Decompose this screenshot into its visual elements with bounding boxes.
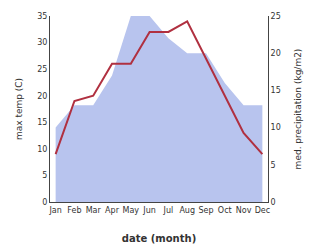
svg-text:Sep: Sep bbox=[198, 206, 213, 215]
svg-text:Feb: Feb bbox=[67, 206, 81, 215]
svg-text:May: May bbox=[123, 206, 140, 215]
svg-text:Dec: Dec bbox=[255, 206, 270, 215]
svg-text:20: 20 bbox=[271, 49, 281, 58]
svg-text:10: 10 bbox=[271, 123, 281, 132]
svg-text:Jul: Jul bbox=[163, 206, 174, 215]
svg-text:25: 25 bbox=[271, 12, 281, 21]
svg-text:med. precipitation (kg/m2): med. precipitation (kg/m2) bbox=[293, 49, 303, 170]
svg-text:0: 0 bbox=[271, 198, 276, 207]
svg-text:25: 25 bbox=[37, 65, 47, 74]
svg-text:max temp (C): max temp (C) bbox=[14, 78, 24, 140]
svg-text:35: 35 bbox=[37, 12, 47, 21]
svg-text:30: 30 bbox=[37, 38, 47, 47]
svg-text:Apr: Apr bbox=[105, 206, 120, 215]
svg-text:5: 5 bbox=[42, 171, 47, 180]
svg-text:Mar: Mar bbox=[86, 206, 102, 215]
svg-text:10: 10 bbox=[37, 145, 47, 154]
svg-text:Jan: Jan bbox=[48, 206, 61, 215]
svg-text:5: 5 bbox=[271, 161, 276, 170]
svg-text:Jun: Jun bbox=[142, 206, 156, 215]
svg-text:15: 15 bbox=[271, 86, 281, 95]
svg-text:15: 15 bbox=[37, 118, 47, 127]
svg-text:0: 0 bbox=[42, 198, 47, 207]
svg-text:20: 20 bbox=[37, 92, 47, 101]
svg-text:Aug: Aug bbox=[179, 206, 195, 215]
svg-text:Nov: Nov bbox=[236, 206, 252, 215]
svg-text:date (month): date (month) bbox=[122, 233, 196, 244]
svg-text:Oct: Oct bbox=[218, 206, 232, 215]
